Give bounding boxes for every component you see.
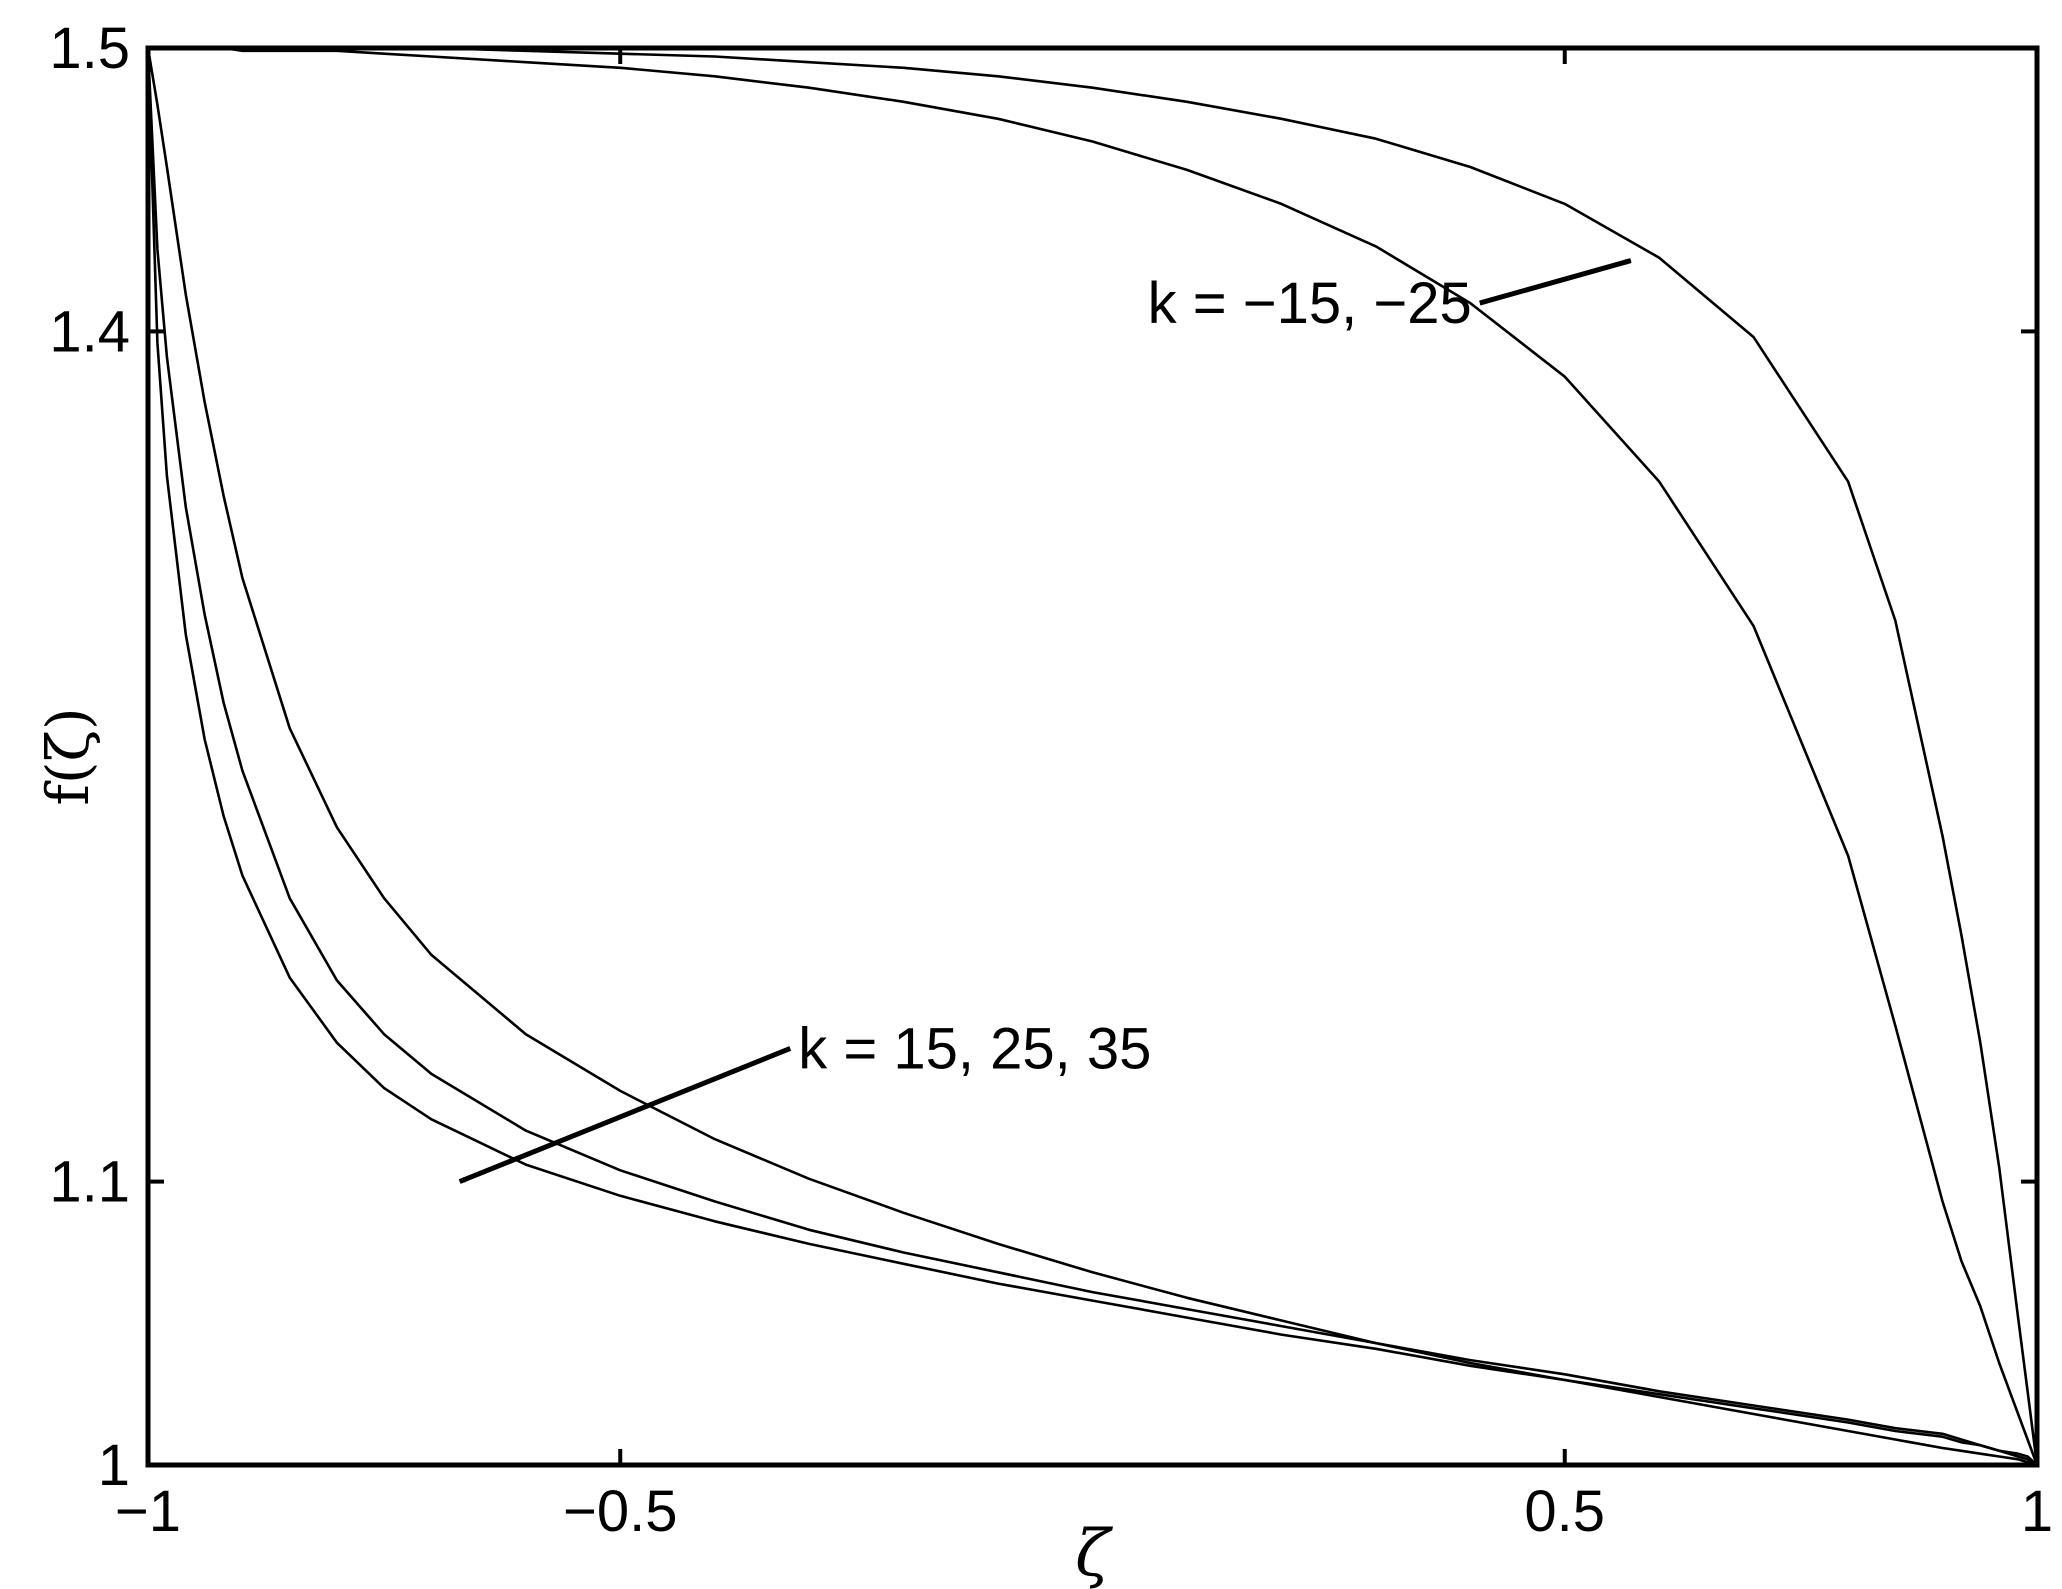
annotation-label-2: k = 15, 25, 35: [798, 1016, 1151, 1081]
y-axis-label: f(ζ): [34, 707, 102, 805]
x-tick-label: −1: [115, 1479, 181, 1544]
axes-layer: −1 −0.5 0.5 1 1 1.1 1.4 1.5: [49, 16, 2053, 1544]
series-line-2: [146, 47, 2038, 1466]
series-line-4: [148, 46, 2039, 1466]
y-tick-label: 1.5: [49, 16, 130, 81]
series-line-5: [148, 46, 2039, 1466]
annotation-arrow-1: [1479, 258, 1632, 306]
series-layer: [146, 46, 2039, 1467]
annotation-layer: k = −15, −25 k = 15, 25, 35: [458, 258, 1632, 1184]
x-tick-label: 0.5: [1524, 1479, 1605, 1544]
y-tick-label: 1.1: [49, 1150, 130, 1215]
y-tick-label: 1: [98, 1433, 130, 1498]
annotation-arrow-2: [458, 1046, 792, 1184]
series-line-3: [146, 47, 2038, 1467]
annotation-label-1: k = −15, −25: [1148, 271, 1472, 336]
y-tick-label: 1.4: [49, 299, 130, 364]
x-tick-label: 1: [2021, 1479, 2053, 1544]
x-axis-label: ζ: [1075, 1517, 1113, 1589]
series-line-1: [146, 47, 2038, 1467]
plot-frame: [145, 45, 2040, 1468]
x-tick-label: −0.5: [563, 1479, 678, 1544]
